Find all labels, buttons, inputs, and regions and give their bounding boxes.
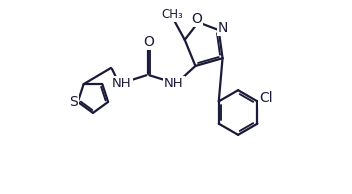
Text: O: O <box>191 12 202 26</box>
Text: Cl: Cl <box>259 91 273 106</box>
Text: CH₃: CH₃ <box>162 8 183 22</box>
Text: NH: NH <box>112 77 132 90</box>
Text: NH: NH <box>164 77 184 90</box>
Text: N: N <box>218 21 228 35</box>
Text: S: S <box>70 95 78 109</box>
Text: O: O <box>144 35 155 49</box>
